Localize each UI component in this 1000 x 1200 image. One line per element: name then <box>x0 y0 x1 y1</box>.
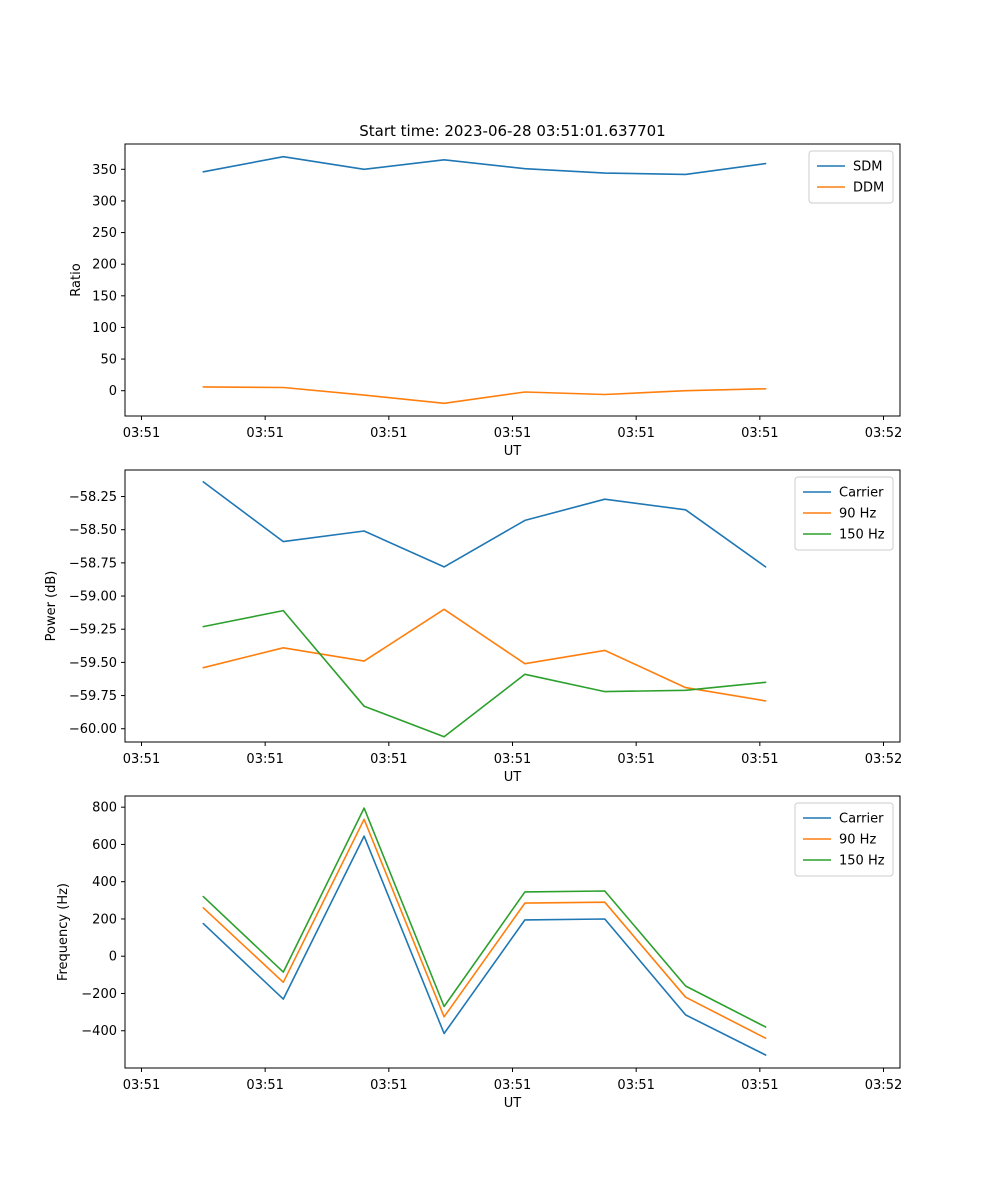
y-axis-label: Power (dB) <box>44 571 59 642</box>
y-tick-label: −58.50 <box>69 523 117 538</box>
x-tick-label: 03:52 <box>865 1078 902 1093</box>
legend-entry: 90 Hz <box>839 507 876 522</box>
x-tick-label: 03:51 <box>741 426 778 441</box>
y-tick-label: 600 <box>92 838 117 853</box>
x-tick-label: 03:51 <box>617 1078 654 1093</box>
x-tick-label: 03:51 <box>494 1078 531 1093</box>
series-line-0-1 <box>202 386 767 405</box>
legend-entry: SDM <box>853 160 882 175</box>
legend-entry: 90 Hz <box>839 833 876 848</box>
x-axis-label: UT <box>504 444 522 459</box>
y-axis-label: Ratio <box>69 263 84 296</box>
x-axis-label: UT <box>504 1096 522 1111</box>
plot-frame <box>124 143 901 417</box>
y-tick-label: 800 <box>92 801 117 816</box>
y-tick-label: 400 <box>92 875 117 890</box>
series-line-1-1 <box>202 608 767 702</box>
x-tick-label: 03:51 <box>246 1078 283 1093</box>
x-axis-label: UT <box>504 770 522 785</box>
legend: Carrier 90 Hz 150 Hz <box>794 802 894 877</box>
y-tick-label: −59.75 <box>69 689 117 704</box>
y-axis-label: Frequency (Hz) <box>56 883 71 981</box>
y-tick-label: −200 <box>81 987 117 1002</box>
series-line-1-0 <box>202 481 767 568</box>
x-tick-label: 03:51 <box>741 1078 778 1093</box>
chart-panel-3: 03:51 03:51 03:51 03:51 03:51 03:51 03:52 800 60… <box>56 795 902 1111</box>
legend: SDM DDM <box>808 150 894 204</box>
series-line-2-0 <box>202 835 767 1056</box>
y-tick-label: 200 <box>92 258 117 273</box>
y-tick-label: −58.75 <box>69 556 117 571</box>
legend-entry: DDM <box>853 181 884 196</box>
x-tick-label: 03:51 <box>494 426 531 441</box>
y-tick-label: 200 <box>92 912 117 927</box>
y-tick-label: 150 <box>92 289 117 304</box>
series-line-0-0 <box>202 155 767 176</box>
x-tick-label: 03:51 <box>123 426 160 441</box>
x-tick-label: 03:51 <box>370 752 407 767</box>
y-tick-label: −58.25 <box>69 490 117 505</box>
legend-entry: Carrier <box>839 486 884 501</box>
y-tick-label: −59.25 <box>69 623 117 638</box>
y-tick-label: 0 <box>109 950 117 965</box>
x-tick-label: 03:51 <box>494 752 531 767</box>
y-tick-label: 250 <box>92 226 117 241</box>
x-tick-label: 03:51 <box>370 1078 407 1093</box>
series-line-1-2 <box>202 609 767 738</box>
legend-entry: 150 Hz <box>839 528 885 543</box>
x-tick-label: 03:52 <box>865 752 902 767</box>
x-tick-label: 03:51 <box>741 752 778 767</box>
chart-panel-2: 03:51 03:51 03:51 03:51 03:51 03:51 03:52 −58.2… <box>44 469 902 785</box>
x-tick-label: 03:51 <box>370 426 407 441</box>
legend: Carrier 90 Hz 150 Hz <box>794 476 894 551</box>
series-line-2-1 <box>202 818 767 1039</box>
legend-box <box>794 476 894 551</box>
y-tick-label: −400 <box>81 1024 117 1039</box>
y-tick-label: −60.00 <box>69 722 117 737</box>
y-tick-label: −59.50 <box>69 656 117 671</box>
y-tick-label: 50 <box>100 353 117 368</box>
x-tick-label: 03:51 <box>617 426 654 441</box>
legend-box <box>808 150 894 204</box>
x-tick-label: 03:51 <box>617 752 654 767</box>
x-tick-label: 03:52 <box>865 426 902 441</box>
x-tick-label: 03:51 <box>246 752 283 767</box>
legend-box <box>794 802 894 877</box>
legend-entry: 150 Hz <box>839 854 885 869</box>
y-tick-label: 0 <box>109 384 117 399</box>
legend-entry: Carrier <box>839 812 884 827</box>
x-tick-label: 03:51 <box>246 426 283 441</box>
chart-title: Start time: 2023-06-28 03:51:01.637701 <box>359 122 665 140</box>
x-tick-label: 03:51 <box>123 752 160 767</box>
x-tick-label: 03:51 <box>123 1078 160 1093</box>
chart-panel-1: 03:51 03:51 03:51 03:51 03:51 03:51 03:52 0 50 10… <box>69 122 902 459</box>
y-tick-label: 100 <box>92 321 117 336</box>
y-tick-label: 300 <box>92 194 117 209</box>
series-line-2-2 <box>202 807 767 1028</box>
y-tick-label: −59.00 <box>69 590 117 605</box>
y-tick-label: 350 <box>92 163 117 178</box>
